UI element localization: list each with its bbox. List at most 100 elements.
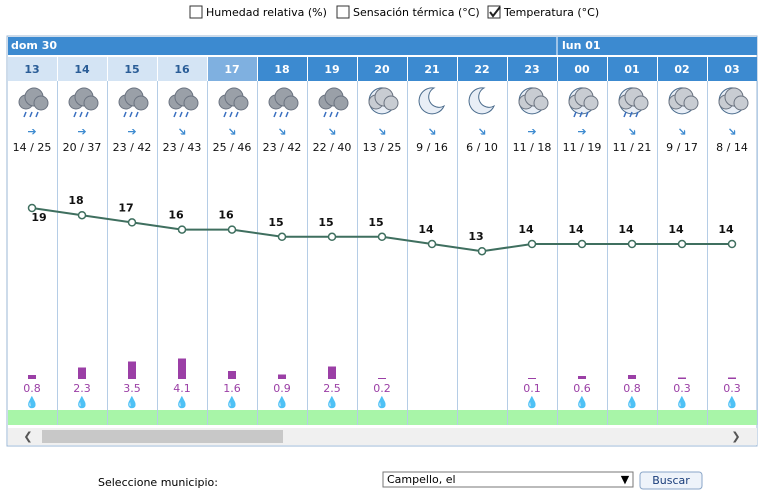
day-header	[8, 37, 757, 55]
moon	[468, 87, 496, 115]
button-label[interactable]: Buscar	[652, 474, 690, 487]
hour-cell	[458, 57, 507, 81]
hour-label: 13	[24, 63, 39, 76]
wind-speed: 23 / 42	[113, 141, 152, 154]
precipitation-label: 0.9	[273, 382, 291, 395]
hour-cell	[358, 57, 407, 81]
hour-cell	[108, 57, 157, 81]
rain	[185, 111, 189, 118]
rain	[123, 111, 127, 118]
precipitation-bar	[578, 376, 586, 379]
temperature-point	[27, 203, 37, 213]
precipitation-label: 2.5	[323, 382, 341, 395]
hour-label: 03	[724, 63, 739, 76]
button[interactable]	[639, 471, 703, 490]
option-label[interactable]: Temperatura (°C)	[503, 6, 599, 19]
rain	[229, 111, 233, 118]
temperature-point	[727, 239, 737, 249]
hour-label: 21	[424, 63, 439, 76]
rain	[285, 111, 289, 118]
precipitation-label: 4.1	[173, 382, 191, 395]
precipitation-bar	[78, 367, 86, 379]
temperature-label: 14	[568, 223, 584, 236]
hour-cell	[258, 57, 307, 81]
temperature-point	[377, 232, 387, 242]
precipitation-bar	[178, 358, 186, 379]
precipitation-label: 0.3	[673, 382, 691, 395]
temperature-label: 14	[668, 223, 684, 236]
precipitation-label: 0.1	[523, 382, 541, 395]
hour-cell	[558, 57, 607, 81]
scroll-right[interactable]: ❯	[731, 430, 740, 443]
temperature-label: 18	[68, 194, 83, 207]
cloud	[583, 95, 599, 111]
wind-speed: 11 / 18	[513, 141, 552, 154]
rain-icon: 💧	[225, 396, 239, 409]
temperature-label: 14	[518, 223, 534, 236]
select-arrow[interactable]: ▼	[621, 473, 630, 486]
precipitation-label: 1.6	[223, 382, 241, 395]
hour-label: 22	[474, 63, 489, 76]
temperature-point	[127, 218, 137, 227]
select-value[interactable]: Campello, el	[387, 473, 456, 486]
hour-cell	[8, 57, 57, 81]
precipitation-label: 0.8	[23, 382, 41, 395]
rain	[79, 111, 83, 118]
temperature-point	[677, 239, 687, 249]
wind-speed: 13 / 25	[363, 141, 402, 154]
precipitation-bar	[528, 378, 536, 379]
temperature-point	[227, 225, 237, 234]
hour-label: 19	[324, 63, 339, 76]
hour-label: 15	[124, 63, 139, 76]
hour-label: 14	[74, 63, 90, 76]
wind-speed: 23 / 42	[263, 141, 302, 154]
cloud	[83, 95, 99, 111]
wind-speed: 20 / 37	[63, 141, 102, 154]
cloud	[33, 95, 49, 111]
scroll-thumb[interactable]	[42, 430, 283, 443]
select[interactable]	[382, 471, 634, 488]
green-strip	[8, 410, 757, 425]
rain-icon: 💧	[625, 396, 639, 409]
temperature-label: 17	[118, 201, 133, 214]
wind-arrow: ➔	[577, 125, 586, 138]
cloud	[283, 95, 299, 111]
moon	[418, 87, 446, 115]
rain	[129, 111, 133, 118]
hour-cell	[608, 57, 657, 81]
rain-icon: 💧	[25, 396, 39, 409]
scroll-left[interactable]: ❮	[23, 430, 32, 443]
cloud	[233, 95, 249, 111]
temperature-label: 15	[318, 216, 333, 229]
precipitation-label: 0.8	[623, 382, 641, 395]
temperature-point	[527, 239, 537, 249]
option-label[interactable]: Sensación térmica (°C)	[353, 6, 480, 19]
wind-speed: 9 / 16	[416, 141, 448, 154]
rain	[223, 111, 227, 118]
rain-icon: 💧	[175, 396, 189, 409]
rain	[73, 111, 77, 118]
rain	[623, 111, 627, 118]
day-label: dom 30	[11, 39, 57, 52]
rain	[85, 111, 89, 118]
option-label[interactable]: Humedad relativa (%)	[206, 6, 327, 19]
rain-icon: 💧	[675, 396, 689, 409]
temperature-label: 14	[418, 223, 434, 236]
precipitation-bar	[128, 361, 136, 379]
checkbox[interactable]	[336, 5, 350, 19]
temperature-point	[577, 239, 587, 249]
rain-icon: 💧	[575, 396, 589, 409]
temperature-label: 15	[368, 216, 383, 229]
hour-cell	[408, 57, 457, 81]
hour-cell	[58, 57, 107, 81]
precipitation-label: 3.5	[123, 382, 141, 395]
checkbox[interactable]	[189, 5, 203, 19]
rain	[35, 111, 39, 118]
checkbox[interactable]	[487, 5, 501, 19]
precipitation-bar	[628, 375, 636, 379]
temperature-label: 14	[618, 223, 634, 236]
rain	[329, 111, 333, 118]
temperature-point	[427, 239, 437, 249]
rain	[629, 111, 633, 118]
precipitation-bar	[328, 366, 336, 379]
